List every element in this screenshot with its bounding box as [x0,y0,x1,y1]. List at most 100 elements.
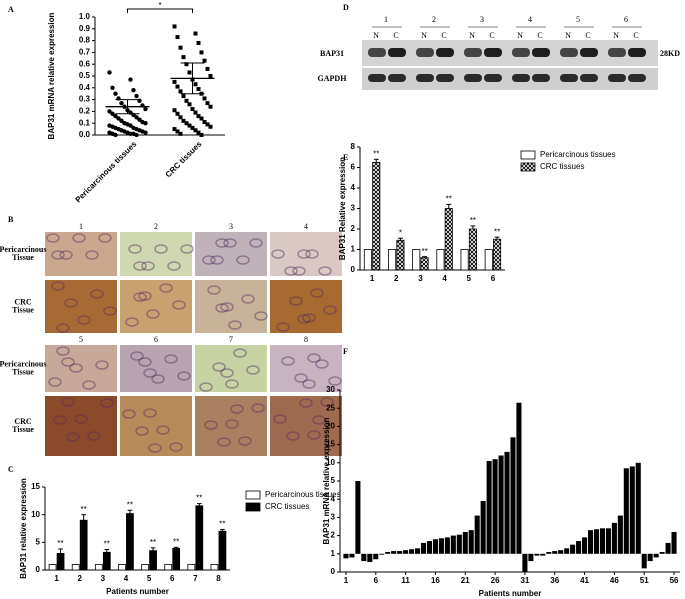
bar [576,541,582,554]
blot-band [388,48,406,57]
y-tick-label: 0.4 [79,83,91,92]
ihc-texture [284,266,298,276]
blot-band [464,48,482,57]
bar [504,451,510,554]
bar [420,542,427,554]
lane-label: 6 [624,15,628,24]
bar [438,538,444,554]
ihc-texture [207,285,221,295]
blot-band [388,74,406,82]
y-tick-label: 10 [326,458,335,467]
bar [641,553,647,569]
bar [498,455,504,554]
ihc-texture [154,244,168,254]
ihc-texture [215,303,229,313]
y-tick-label: 20 [326,422,335,431]
legend-swatch [245,502,261,512]
ihc-texture [223,238,237,248]
y-axis-label: BAP31 mRNA relative expression [47,12,56,139]
blot-band [436,48,454,57]
bar [468,530,474,554]
error-bar [115,106,140,115]
ihc-texture [128,244,142,254]
ihc-texture [220,368,234,378]
blot-band [532,74,550,82]
panel-label: A [8,5,14,14]
bar [56,553,65,571]
lane-type: N [613,31,619,40]
bar-annotation: ** [494,227,500,236]
bar-annotation: ** [470,216,476,225]
ihc-texture [199,382,213,392]
ihc-texture [51,250,65,260]
ihc-texture [236,255,250,265]
ihc-texture [146,309,160,319]
ihc-image [195,396,267,456]
data-point [208,124,213,129]
data-point [196,40,201,45]
bar [484,249,493,271]
x-tick-label: 36 [550,576,559,585]
ihc-texture [66,432,80,442]
ihc-row-label: Pericarcinous [0,359,46,368]
ihc-texture [297,249,311,259]
data-point [178,45,183,50]
bar [94,564,103,571]
ihc-texture [138,291,152,301]
ihc-image [45,280,117,333]
ihc-texture [172,300,186,310]
y-tick-label: 15 [326,440,335,449]
y-axis-label: BAP31 Relative expression [338,157,347,260]
ihc-texture [320,397,334,407]
error-bar [494,236,500,240]
ihc-texture [328,376,342,386]
ihc-texture [125,317,139,327]
ihc-texture [204,420,218,430]
ihc-texture [133,292,147,302]
bar [397,551,403,554]
data-point [175,111,180,116]
ihc-texture [210,255,224,265]
legend-label: Pericarcinous tissues [540,150,616,159]
ihc-image [270,280,342,333]
ihc-texture [276,322,290,332]
bar-annotation: ** [81,505,87,514]
blot-band [580,48,598,57]
x-tick-label: Pericarcinous tissues [74,139,139,204]
data-point [190,125,195,130]
ihc-texture [56,346,70,356]
bar [102,551,111,571]
error-bar [470,225,476,229]
ihc-texture [238,436,252,446]
y-tick-label: 0.9 [79,24,91,33]
bar [522,553,528,572]
bar [444,208,453,271]
y-axis-label: BAP31 relative expression [19,478,28,579]
data-point [113,113,118,119]
y-tick-label: 0.3 [79,95,91,104]
data-point [181,94,186,99]
ihc-column-label: 4 [304,222,308,231]
error-bar [58,548,63,554]
ihc-row-label: Tissue [12,367,34,376]
data-point [205,122,210,127]
bar-annotation: ** [57,539,63,548]
blot-band [608,48,626,57]
x-tick-label: 5 [467,274,472,283]
bar [546,551,552,554]
x-tick-label: CRC tissues [164,139,204,179]
ihc-texture [122,409,136,419]
blot-band [628,74,646,82]
ihc-image [45,232,117,276]
bar [653,553,659,558]
x-axis-label: Patients number [479,589,542,598]
ihc-texture [82,380,96,390]
y-tick-label: 0 [36,565,41,574]
bar [367,553,373,562]
bar [396,239,405,271]
ihc-texture [228,320,242,330]
bar [468,228,477,271]
ihc-texture [273,414,287,424]
data-point [172,24,177,29]
error-bar [81,514,86,521]
